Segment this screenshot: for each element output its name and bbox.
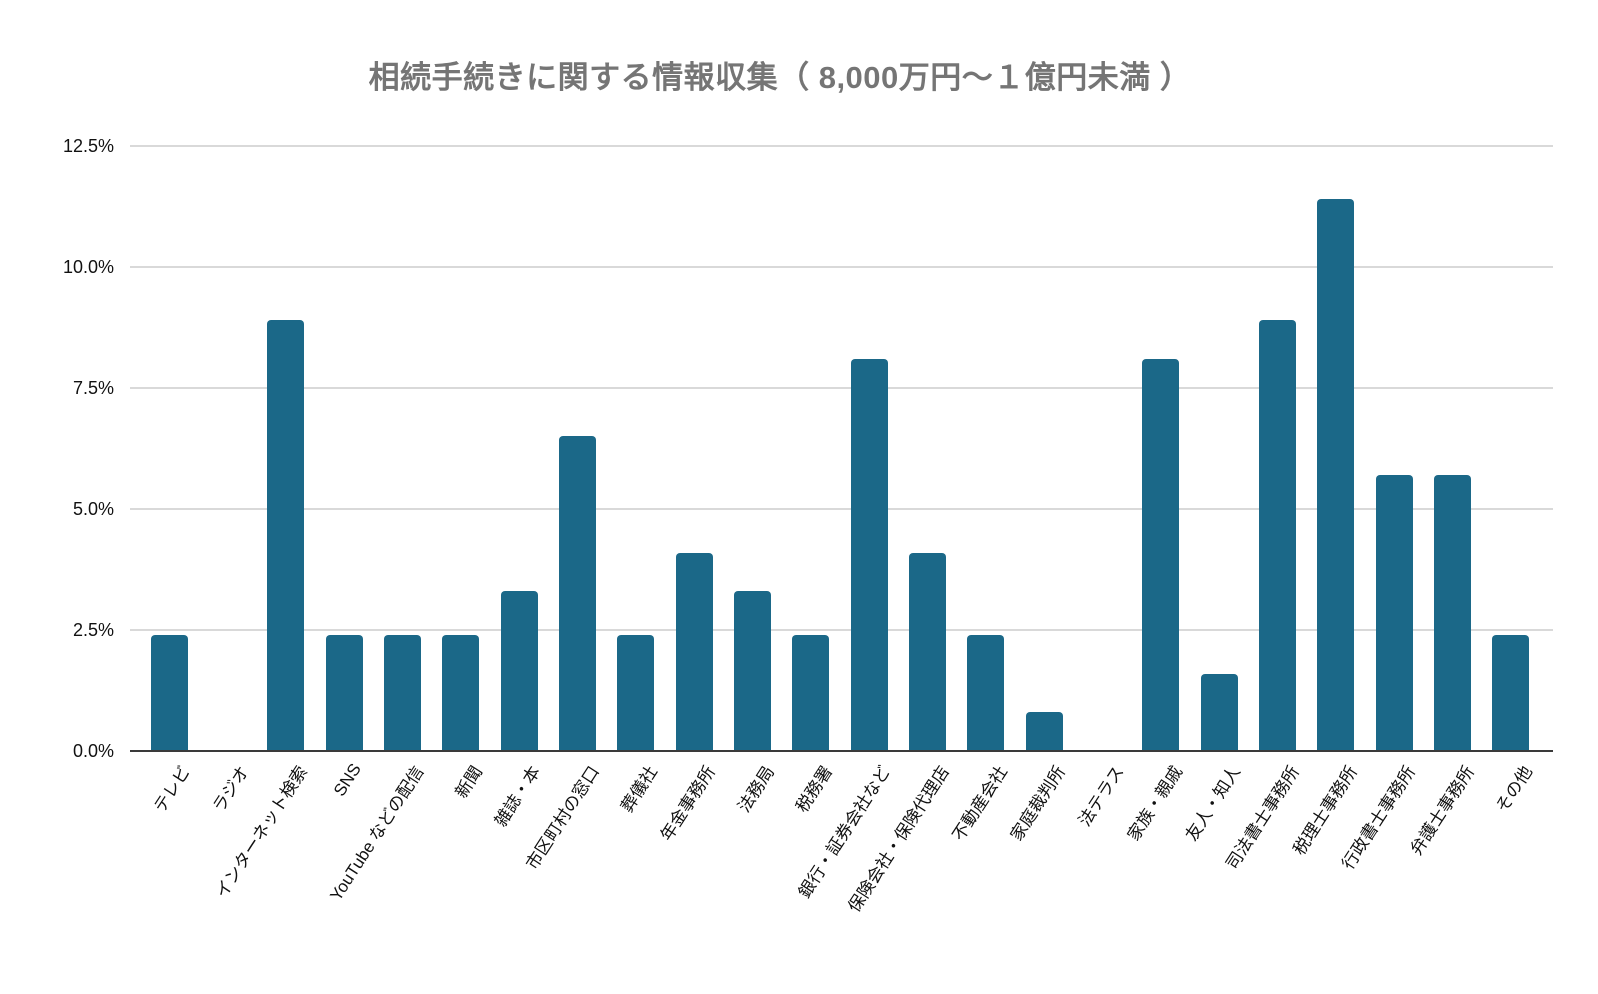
gridline bbox=[130, 266, 1553, 268]
bar bbox=[326, 635, 363, 751]
x-tick-label: 年金事務所 bbox=[656, 762, 720, 845]
y-tick-label: 5.0% bbox=[72, 499, 114, 519]
y-tick-label: 2.5% bbox=[72, 620, 114, 640]
bar bbox=[559, 436, 596, 751]
bar bbox=[1376, 475, 1413, 751]
x-tick-label: 新聞 bbox=[451, 762, 487, 802]
y-tick-label: 0.0% bbox=[72, 741, 114, 761]
bar bbox=[1434, 475, 1471, 751]
x-tick-label: 家庭裁判所 bbox=[1006, 762, 1070, 845]
bar bbox=[1259, 320, 1296, 751]
bar bbox=[151, 635, 188, 751]
x-tick-label: 雑誌・本 bbox=[491, 762, 545, 831]
chart-title: 相続手続きに関する情報収集（ 8,000万円～１億円未満 ） bbox=[368, 60, 1192, 95]
x-tick-label: 法テラス bbox=[1075, 762, 1129, 830]
x-tick-label: テレビ bbox=[150, 762, 195, 816]
gridline bbox=[130, 387, 1553, 389]
y-tick-label: 12.5% bbox=[62, 136, 114, 156]
bar bbox=[1317, 199, 1354, 751]
y-tick-label: 10.0% bbox=[62, 257, 114, 277]
x-tick-label: その他 bbox=[1492, 762, 1537, 816]
bar bbox=[617, 635, 654, 751]
bar bbox=[676, 553, 713, 751]
gridline bbox=[130, 508, 1553, 510]
x-tick-label: 不動産会社 bbox=[948, 762, 1012, 845]
bar bbox=[1201, 674, 1238, 751]
x-tick-label: 家族・親戚 bbox=[1123, 762, 1187, 845]
bar bbox=[734, 591, 771, 751]
bar bbox=[909, 553, 946, 751]
bar bbox=[792, 635, 829, 751]
x-axis-baseline bbox=[130, 750, 1553, 752]
bar bbox=[442, 635, 479, 751]
bar bbox=[1142, 359, 1179, 751]
bar bbox=[501, 591, 538, 751]
plot-area bbox=[130, 145, 1553, 752]
bar bbox=[967, 635, 1004, 751]
bar bbox=[1026, 712, 1063, 751]
x-tick-label: SNS bbox=[329, 760, 365, 800]
bar bbox=[1492, 635, 1529, 751]
bar bbox=[384, 635, 421, 751]
bar bbox=[267, 320, 304, 751]
x-tick-label: 葬儀社 bbox=[617, 762, 662, 816]
gridline bbox=[130, 145, 1553, 147]
x-tick-label: 税務署 bbox=[792, 762, 837, 816]
x-tick-label: ラジオ bbox=[209, 762, 254, 816]
gridline bbox=[130, 629, 1553, 631]
bar bbox=[851, 359, 888, 751]
x-tick-label: 法務局 bbox=[734, 762, 779, 816]
y-tick-label: 7.5% bbox=[72, 378, 114, 398]
